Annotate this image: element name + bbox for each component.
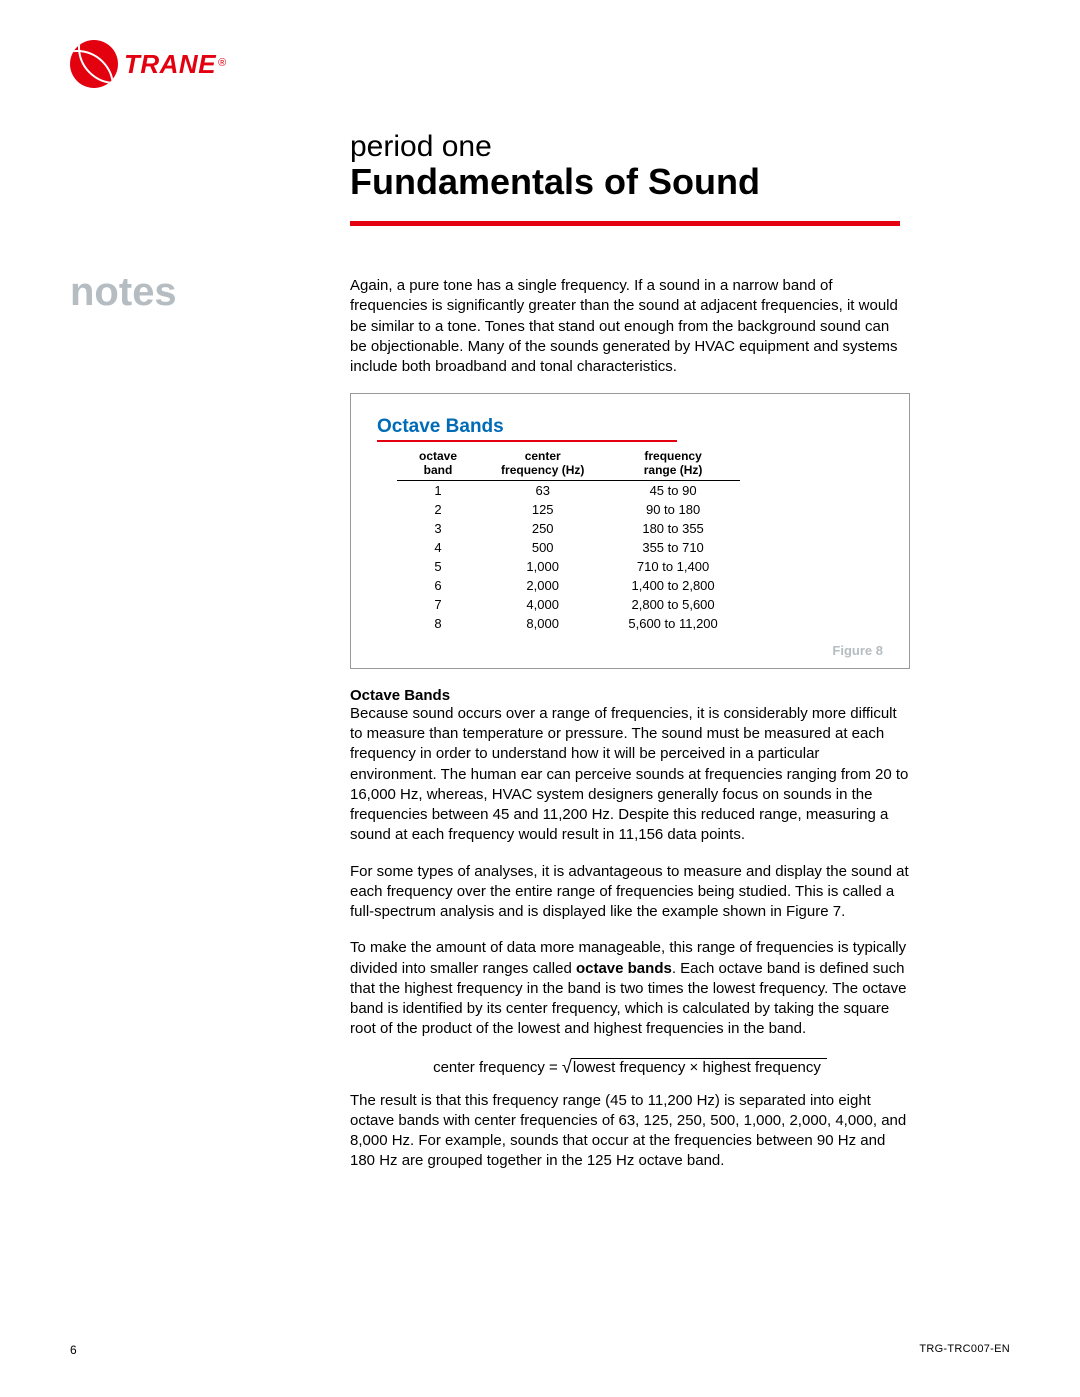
octave-bands-table: octave band center frequency (Hz) freque… <box>397 450 740 633</box>
table-row: 3250180 to 355 <box>397 519 740 538</box>
octave-bands-tbody: 16345 to 90 212590 to 180 3250180 to 355… <box>397 480 740 633</box>
th-text: octave <box>419 449 457 463</box>
table-row: 88,0005,600 to 11,200 <box>397 614 740 633</box>
radical-icon: √ <box>562 1057 572 1077</box>
main-column: Again, a pure tone has a single frequenc… <box>350 276 910 1188</box>
brand-logo-icon <box>70 40 118 88</box>
center-frequency-formula: center frequency = √lowest frequency × h… <box>350 1056 910 1077</box>
brand-logo: TRANE® <box>70 40 226 88</box>
th-text: frequency (Hz) <box>501 463 584 477</box>
th-text: range (Hz) <box>644 463 703 477</box>
p3-bold: octave bands <box>576 960 672 977</box>
brand-registered: ® <box>218 57 226 69</box>
table-header-center: center frequency (Hz) <box>479 450 606 480</box>
figure-octave-bands: Octave Bands octave band center frequenc… <box>350 393 910 669</box>
th-text: center <box>525 449 561 463</box>
figure-title: Octave Bands <box>377 416 883 438</box>
figure-caption: Figure 8 <box>377 643 883 658</box>
table-row: 74,0002,800 to 5,600 <box>397 595 740 614</box>
section-p1: Because sound occurs over a range of fre… <box>350 704 910 846</box>
table-row: 212590 to 180 <box>397 500 740 519</box>
page: TRANE® period one Fundamentals of Sound … <box>0 0 1080 1397</box>
section-heading: Octave Bands <box>350 687 910 704</box>
formula-rhs: lowest frequency × highest frequency <box>571 1058 827 1076</box>
brand-wordmark: TRANE® <box>124 49 226 80</box>
section-p3: To make the amount of data more manageab… <box>350 938 910 1039</box>
document-id: TRG-TRC007-EN <box>919 1343 1010 1357</box>
table-row: 4500355 to 710 <box>397 538 740 557</box>
figure-rule <box>377 440 677 442</box>
th-text: frequency <box>644 449 701 463</box>
intro-paragraph: Again, a pure tone has a single frequenc… <box>350 276 910 377</box>
table-row: 62,0001,400 to 2,800 <box>397 576 740 595</box>
table-row: 51,000710 to 1,400 <box>397 557 740 576</box>
page-title: Fundamentals of Sound <box>350 161 1010 203</box>
header-rule <box>350 221 900 226</box>
notes-column: notes <box>70 276 350 1188</box>
page-number: 6 <box>70 1343 77 1357</box>
formula-lhs: center frequency = <box>433 1059 562 1076</box>
th-text: band <box>424 463 453 477</box>
table-header-range: frequency range (Hz) <box>606 450 739 480</box>
section-p4: The result is that this frequency range … <box>350 1091 910 1172</box>
brand-name: TRANE <box>124 49 216 79</box>
table-header-band: octave band <box>397 450 479 480</box>
content-row: notes Again, a pure tone has a single fr… <box>70 276 1010 1188</box>
notes-label: notes <box>70 270 350 315</box>
page-header: period one Fundamentals of Sound <box>350 130 1010 226</box>
page-subtitle: period one <box>350 130 1010 163</box>
table-row: 16345 to 90 <box>397 480 740 500</box>
page-footer: 6 TRG-TRC007-EN <box>70 1343 1010 1357</box>
section-p2: For some types of analyses, it is advant… <box>350 862 910 923</box>
